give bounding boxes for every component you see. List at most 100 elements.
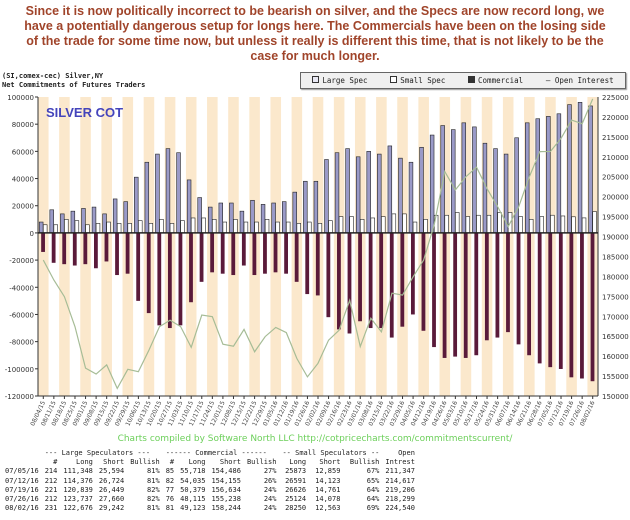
commercial-bar: [199, 232, 204, 282]
table-cell: 26,449: [98, 485, 125, 494]
y-tick-label: 60000: [12, 148, 34, 156]
small-spec-bar: [592, 211, 597, 234]
table-cell: 82: [165, 476, 175, 485]
commercial-bar: [263, 232, 267, 274]
small-spec-bar: [412, 221, 418, 234]
table-cell: 48,115: [180, 495, 206, 504]
y-tick-label: -60000: [9, 311, 34, 319]
y2-tick-label: 205000: [602, 174, 629, 182]
commercial-bar: [358, 232, 362, 322]
commercial-bar: [421, 232, 426, 331]
small-spec-bar: [243, 221, 249, 234]
table-cell: Bullish: [130, 458, 160, 467]
table-cell: 212: [44, 495, 58, 504]
table-header: # Long Short Bullish # Long Short Bullish Long Sh…: [2, 458, 418, 467]
table-cell: 24%: [263, 504, 277, 513]
table-cell: 219,206: [385, 485, 415, 494]
large-spec-bar: [324, 159, 329, 234]
commercial-bar: [337, 232, 341, 330]
y-tick-label: -40000: [9, 284, 34, 292]
commercial-bar: [474, 232, 479, 356]
small-spec-bar: [85, 224, 90, 234]
small-spec-bar: [518, 216, 523, 234]
table-row: 08/02/16 231 122,676 29,242 81% 81 49,123 158,2…: [2, 504, 418, 513]
small-spec-bar: [307, 221, 312, 234]
large-spec-bar: [345, 148, 350, 234]
table-cell: 07/12/16: [5, 476, 39, 485]
commercial-bar: [62, 232, 67, 265]
table-cell: 221: [44, 485, 58, 494]
commercial-bar: [72, 232, 77, 266]
small-spec-bar: [444, 214, 449, 234]
commercial-bar: [83, 232, 88, 265]
table-cell: 214,617: [385, 476, 415, 485]
table-cell: Long: [289, 458, 307, 467]
table-cell: 26591: [285, 476, 307, 485]
small-spec-bar: [95, 223, 101, 234]
table-cell: 24%: [263, 495, 277, 504]
table-cell: 26%: [263, 476, 277, 485]
table-cell: #: [169, 458, 175, 467]
y2-tick-label: 185000: [602, 253, 629, 261]
y2-tick-label: 165000: [602, 333, 629, 341]
small-spec-bar: [455, 212, 460, 234]
large-spec-bar: [303, 180, 308, 234]
table-cell: 65%: [366, 476, 380, 485]
table-cell: 82%: [147, 495, 160, 504]
large-spec-bar: [102, 213, 107, 234]
small-spec-bar: [581, 217, 587, 234]
table-cell: 212: [44, 476, 58, 485]
table-cell: 156,634: [211, 485, 241, 494]
table-row: 07/19/16 221 120,839 26,449 82% 77 50,379 156,6…: [2, 486, 418, 495]
table-cell: 08/02/16: [5, 504, 39, 513]
y2-tick-label: 225000: [602, 94, 629, 102]
small-spec-bar: [53, 224, 58, 234]
commercial-bar: [453, 232, 458, 357]
y-tick-label: -120000: [5, 393, 34, 401]
commercial-bar: [400, 232, 405, 327]
large-spec-bar: [377, 153, 382, 234]
y-tick-label: -20000: [9, 257, 34, 265]
large-spec-bar: [493, 148, 498, 234]
small-spec-bar: [391, 213, 397, 234]
y-tick-label: -100000: [5, 366, 34, 374]
commercial-bar: [125, 232, 130, 274]
large-spec-bar: [186, 179, 192, 234]
legend-small-spec: Small Spec: [390, 73, 445, 88]
table-cell: Bullish: [349, 458, 380, 467]
commercial-bar: [284, 232, 288, 274]
small-spec-bar: [180, 220, 185, 234]
large-spec-bar: [134, 176, 139, 234]
large-spec-bar: [81, 208, 86, 234]
table-cell: 25873: [285, 467, 307, 476]
large-spec-bar: [155, 153, 160, 234]
commercial-bar: [115, 232, 119, 276]
table-cell: 81: [165, 504, 175, 513]
table-cell: [2, 458, 42, 467]
headline-commentary: Since it is now politically incorrect to…: [24, 4, 606, 63]
small-spec-bar: [264, 219, 270, 234]
large-spec-bar: [260, 204, 266, 234]
commercial-bar: [463, 232, 468, 358]
commercial-bar: [410, 232, 415, 315]
commercial-bar: [104, 232, 109, 262]
table-group-header: --- Large Speculators --- ------ Commerci…: [2, 449, 418, 458]
small-spec-bar: [275, 221, 280, 234]
y-tick-label: 0: [30, 230, 34, 238]
large-spec-bar: [408, 161, 414, 234]
commercial-bar: [157, 232, 162, 326]
y2-tick-label: 170000: [602, 313, 629, 321]
table-cell: 25,594: [98, 467, 125, 476]
large-spec-bar: [451, 129, 456, 234]
table-cell: 158,244: [211, 504, 241, 513]
small-spec-bar: [497, 212, 502, 234]
small-spec-bar: [539, 216, 544, 234]
table-cell: 67%: [366, 467, 380, 476]
table-cell: 218,299: [385, 495, 415, 504]
silver-cot-chart: 100000800006000040000200000-20000-40000-…: [5, 94, 629, 427]
commercial-bar: [506, 232, 510, 333]
table-cell: 120,839: [63, 485, 93, 494]
large-spec-bar: [546, 116, 551, 234]
chart-credit: Charts compiled by Software North LLC ht…: [117, 434, 513, 444]
commercial-bar: [516, 232, 521, 345]
